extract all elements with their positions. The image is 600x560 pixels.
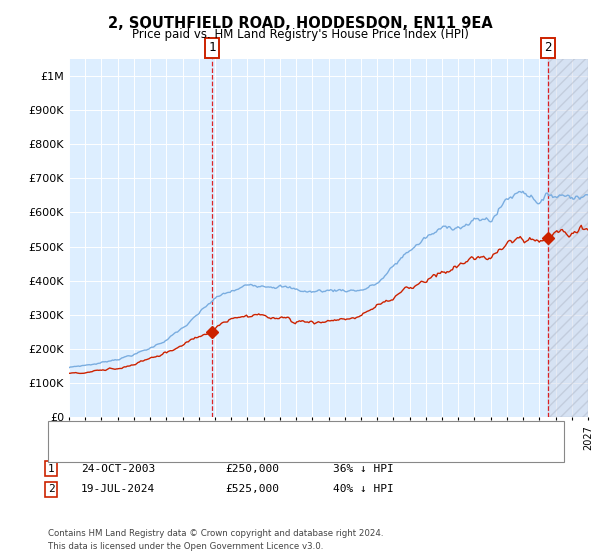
Text: £250,000: £250,000 <box>225 464 279 474</box>
Text: 36% ↓ HPI: 36% ↓ HPI <box>333 464 394 474</box>
Text: Price paid vs. HM Land Registry's House Price Index (HPI): Price paid vs. HM Land Registry's House … <box>131 28 469 41</box>
Text: 40% ↓ HPI: 40% ↓ HPI <box>333 484 394 494</box>
Text: 2: 2 <box>544 41 552 54</box>
Text: 2: 2 <box>47 484 55 494</box>
Text: 24-OCT-2003: 24-OCT-2003 <box>81 464 155 474</box>
Text: Contains HM Land Registry data © Crown copyright and database right 2024.
This d: Contains HM Land Registry data © Crown c… <box>48 529 383 550</box>
Text: —: — <box>63 423 81 441</box>
Bar <box>548 59 588 417</box>
Text: 1: 1 <box>47 464 55 474</box>
Text: 19-JUL-2024: 19-JUL-2024 <box>81 484 155 494</box>
Text: 1: 1 <box>208 41 216 54</box>
Text: £525,000: £525,000 <box>225 484 279 494</box>
Text: 2, SOUTHFIELD ROAD, HODDESDON, EN11 9EA (detached house): 2, SOUTHFIELD ROAD, HODDESDON, EN11 9EA … <box>87 427 428 437</box>
Text: HPI: Average price, detached house, Broxbourne: HPI: Average price, detached house, Brox… <box>87 446 340 456</box>
Text: 2, SOUTHFIELD ROAD, HODDESDON, EN11 9EA: 2, SOUTHFIELD ROAD, HODDESDON, EN11 9EA <box>107 16 493 31</box>
Text: —: — <box>63 442 81 460</box>
